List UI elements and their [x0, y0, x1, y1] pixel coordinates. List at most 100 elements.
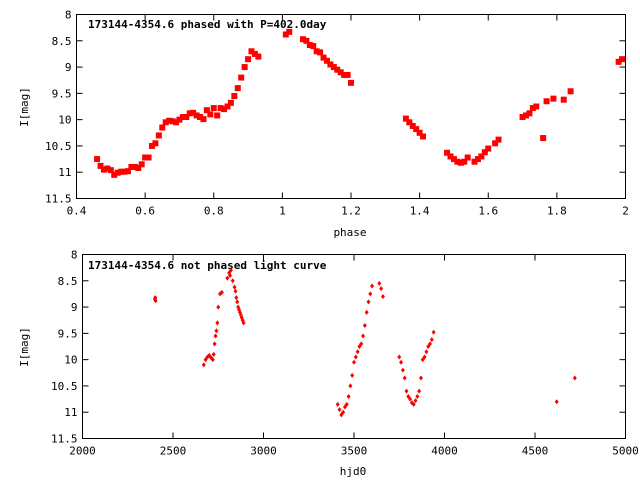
- data-point: [176, 116, 183, 123]
- data-point: [234, 295, 239, 301]
- data-point: [320, 54, 327, 61]
- data-point: [183, 114, 190, 121]
- y-axis-title: I[mag]: [18, 87, 31, 127]
- x-tick-label: 2000: [69, 445, 96, 458]
- data-point: [415, 393, 420, 399]
- data-point: [166, 117, 173, 124]
- data-point: [522, 112, 529, 119]
- data-point: [341, 71, 348, 78]
- x-tick-label: 4000: [431, 445, 458, 458]
- x-tick-label: 1.2: [341, 205, 361, 218]
- data-point: [408, 396, 413, 402]
- data-point: [615, 58, 622, 65]
- data-point: [380, 294, 385, 300]
- data-point: [145, 154, 152, 161]
- data-point: [418, 375, 423, 381]
- data-point: [251, 50, 258, 57]
- data-point: [200, 116, 207, 123]
- data-point: [450, 156, 457, 163]
- data-point: [148, 142, 155, 149]
- data-point: [492, 140, 499, 147]
- data-point: [495, 136, 502, 143]
- data-point: [337, 69, 344, 76]
- data-point: [118, 168, 125, 175]
- data-point: [362, 322, 367, 328]
- x-tick-label: 0.6: [135, 205, 155, 218]
- data-point: [255, 53, 262, 60]
- plot-title: 173144-4354.6 not phased light curve: [88, 259, 327, 272]
- data-point: [370, 283, 375, 289]
- data-point: [100, 166, 107, 173]
- y-tick-label: 9: [71, 301, 78, 314]
- data-point: [153, 298, 158, 304]
- data-point: [231, 92, 238, 99]
- data-point: [379, 286, 384, 292]
- data-point: [203, 107, 210, 114]
- data-point: [162, 119, 169, 126]
- y-tick-label: 10.5: [45, 140, 72, 153]
- data-point: [348, 383, 353, 389]
- data-point: [210, 105, 217, 112]
- data-point: [444, 149, 451, 156]
- data-point: [335, 401, 340, 407]
- data-point: [327, 61, 334, 68]
- data-point: [97, 162, 104, 169]
- y-tick-label: 10.5: [51, 380, 78, 393]
- data-point: [221, 106, 228, 113]
- data-point: [377, 280, 382, 286]
- data-point: [402, 375, 407, 381]
- data-point: [406, 119, 413, 126]
- y-tick-label: 9.5: [52, 87, 72, 100]
- axis-ticks: 2000 2500 3000 3500 4000 4500 5000 8 8.5 9 9.5 10 10…: [51, 249, 639, 458]
- x-tick-label: 1.6: [478, 205, 498, 218]
- data-point: [397, 354, 402, 360]
- data-point: [306, 41, 313, 48]
- data-point: [212, 341, 217, 347]
- plot-title: 173144-4354.6 phased with P=402.0day: [88, 18, 327, 31]
- data-point: [420, 133, 427, 140]
- data-point: [554, 399, 559, 405]
- data-point: [128, 163, 135, 170]
- data-point: [114, 169, 121, 176]
- data-point: [216, 304, 221, 310]
- data-point: [155, 132, 162, 139]
- data-point: [193, 112, 200, 119]
- data-point: [346, 393, 351, 399]
- data-point: [330, 64, 337, 71]
- data-point: [416, 129, 423, 136]
- data-point: [619, 56, 626, 63]
- y-tick-label: 11: [64, 406, 77, 419]
- data-point: [131, 163, 138, 170]
- data-point: [228, 273, 233, 279]
- data-point: [400, 367, 405, 373]
- x-axis-title: hjd0: [340, 465, 367, 478]
- data-point: [197, 114, 204, 121]
- data-point: [478, 153, 485, 160]
- data-points: [94, 28, 626, 178]
- data-point: [402, 115, 409, 122]
- data-point: [230, 278, 235, 284]
- data-point: [353, 354, 358, 360]
- data-point: [190, 109, 197, 116]
- data-point: [447, 153, 454, 160]
- data-point: [364, 309, 369, 315]
- x-tick-label: 1.4: [410, 205, 430, 218]
- data-point: [224, 103, 231, 110]
- y-tick-label: 8: [65, 9, 72, 22]
- data-point: [207, 111, 214, 118]
- x-tick-label: 1.8: [547, 205, 567, 218]
- data-point: [344, 401, 349, 407]
- data-point: [214, 328, 219, 334]
- data-point: [323, 57, 330, 64]
- data-point: [317, 49, 324, 56]
- phased-light-curve-panel: 173144-4354.6 phased with P=402.0day pha…: [18, 9, 629, 240]
- data-point: [457, 159, 464, 166]
- data-point: [341, 409, 346, 415]
- data-point: [526, 110, 533, 117]
- y-tick-label: 9: [65, 61, 72, 74]
- data-point: [352, 359, 356, 365]
- data-point: [422, 354, 427, 360]
- data-point: [361, 333, 366, 339]
- data-point: [550, 95, 557, 102]
